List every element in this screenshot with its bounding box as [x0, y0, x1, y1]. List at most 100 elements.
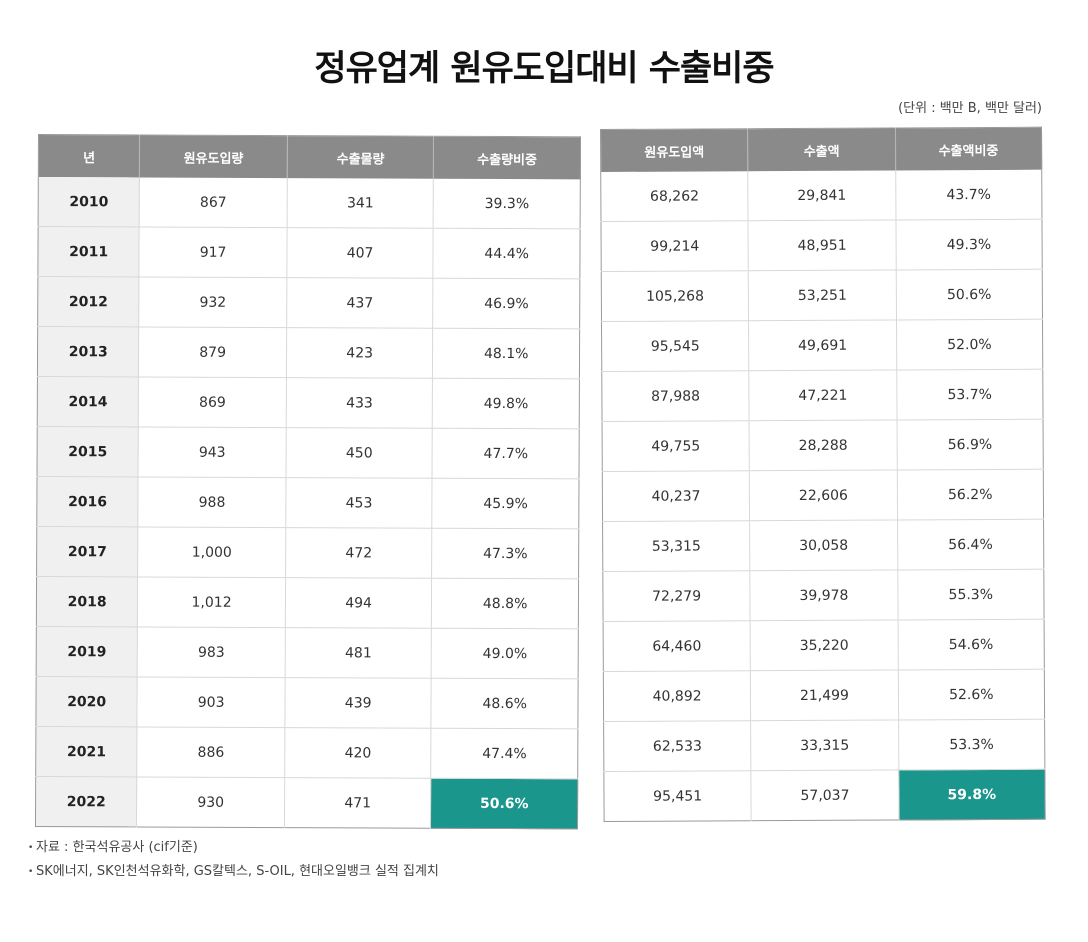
export-value-ratio-cell: 54.6% — [897, 619, 1045, 670]
header-export-value: 수출액 — [747, 127, 896, 172]
table-row: 62,533 33,315 53.3% — [603, 719, 1045, 772]
table-row: 49,755 28,288 56.9% — [602, 419, 1044, 472]
crude-import-value-cell: 53,315 — [602, 520, 751, 572]
table-header-row: 원유도입액 수출액 수출액비중 — [600, 127, 1042, 172]
export-volume-cell: 494 — [285, 577, 432, 629]
export-value-cell: 22,606 — [749, 469, 898, 521]
footnote-source: • 자료 : 한국석유공사 (cif기준) — [28, 836, 439, 860]
export-value-cell: 49,691 — [748, 319, 897, 371]
bullet-icon: • — [28, 867, 34, 877]
table-row: 64,460 35,220 54.6% — [603, 619, 1045, 672]
year-cell: 2018 — [36, 576, 138, 627]
table-row: 2017 1,000 472 47.3% — [36, 526, 579, 579]
export-value-ratio-cell: 52.6% — [897, 669, 1045, 720]
table-row: 72,279 39,978 55.3% — [602, 569, 1045, 622]
export-value-cell: 28,288 — [749, 419, 897, 471]
crude-import-value-cell: 87,988 — [601, 370, 750, 422]
crude-import-value-cell: 105,268 — [601, 270, 749, 322]
table-row: 2015 943 450 47.7% — [37, 426, 580, 479]
table-row: 2019 983 481 49.0% — [36, 626, 579, 679]
year-cell: 2020 — [35, 676, 138, 727]
export-volume-ratio-cell: 47.4% — [431, 728, 578, 779]
export-value-cell: 33,315 — [750, 719, 899, 771]
table-row: 2016 988 453 45.9% — [36, 476, 580, 529]
export-value-ratio-cell: 50.6% — [895, 269, 1043, 320]
table-row: 40,892 21,499 52.6% — [603, 669, 1045, 722]
export-volume-ratio-cell: 48.8% — [431, 578, 579, 629]
crude-import-value-cell: 40,237 — [602, 470, 750, 522]
export-volume-cell: 481 — [285, 627, 432, 679]
export-volume-cell: 439 — [284, 677, 432, 729]
year-cell: 2011 — [37, 226, 140, 277]
table-row: 95,451 57,037 59.8% — [603, 769, 1046, 822]
table-row: 105,268 53,251 50.6% — [601, 269, 1043, 322]
table-row: 87,988 47,221 53.7% — [601, 369, 1044, 422]
crude-import-volume-cell: 988 — [138, 476, 286, 528]
table-row: 68,262 29,841 43.7% — [600, 169, 1042, 222]
export-value-ratio-cell: 52.0% — [896, 319, 1043, 370]
crude-import-volume-cell: 1,012 — [137, 576, 286, 628]
export-value-ratio-cell: 55.3% — [897, 569, 1045, 620]
export-volume-cell: 433 — [286, 377, 433, 429]
year-cell: 2010 — [38, 177, 140, 227]
year-cell: 2012 — [37, 276, 140, 327]
year-cell: 2016 — [36, 476, 139, 527]
export-value-ratio-cell: 56.2% — [896, 469, 1044, 520]
table-row: 2011 917 407 44.4% — [37, 226, 581, 279]
export-value-cell: 47,221 — [749, 369, 897, 421]
table-row: 2010 867 341 39.3% — [38, 177, 581, 229]
export-volume-cell: 420 — [284, 727, 432, 779]
export-volume-cell: 407 — [286, 227, 434, 279]
header-export-volume-ratio: 수출량비중 — [433, 136, 581, 180]
year-cell: 2021 — [35, 726, 138, 777]
export-value-ratio-cell: 43.7% — [895, 169, 1042, 220]
crude-import-value-cell: 95,451 — [603, 770, 752, 822]
crude-import-value-cell: 99,214 — [600, 220, 749, 272]
table-row: 99,214 48,951 49.3% — [600, 219, 1043, 272]
export-value-ratio-cell: 53.7% — [896, 369, 1044, 420]
crude-import-volume-cell: 930 — [136, 776, 285, 828]
export-value-cell: 29,841 — [748, 170, 896, 221]
year-cell: 2013 — [37, 326, 140, 377]
export-volume-ratio-cell: 48.1% — [432, 328, 580, 379]
year-cell: 2014 — [37, 376, 139, 427]
export-volume-ratio-cell: 49.8% — [432, 378, 580, 429]
header-crude-import-volume: 원유도입량 — [139, 134, 288, 179]
highlight-cell: 59.8% — [898, 769, 1046, 820]
crude-volume-table: 년 원유도입량 수출물량 수출량비중 2010 867 341 39.3% 2011 91… — [34, 134, 581, 830]
table-row: 2018 1,012 494 48.8% — [36, 576, 579, 629]
table-row: 2013 879 423 48.1% — [37, 326, 580, 379]
crude-import-volume-cell: 879 — [138, 326, 287, 378]
export-value-cell: 48,951 — [748, 219, 896, 271]
crude-import-volume-cell: 917 — [139, 226, 287, 278]
footnotes: • 자료 : 한국석유공사 (cif기준) • SK에너지, SK인천석유화학, G… — [28, 836, 439, 884]
export-volume-cell: 472 — [285, 527, 433, 579]
export-volume-cell: 437 — [286, 277, 434, 329]
table-row: 2021 886 420 47.4% — [35, 726, 578, 779]
header-crude-import-value: 원유도입액 — [600, 128, 749, 172]
table-row: 2014 869 433 49.8% — [37, 376, 580, 429]
export-volume-ratio-cell: 45.9% — [432, 478, 580, 529]
export-value-cell: 35,220 — [750, 619, 898, 671]
footnote-companies: • SK에너지, SK인천석유화학, GS칼텍스, S-OIL, 현대오일뱅크 실… — [28, 860, 439, 884]
table-row: 53,315 30,058 56.4% — [602, 519, 1044, 572]
crude-import-volume-cell: 886 — [137, 726, 285, 778]
export-value-cell: 57,037 — [751, 769, 899, 821]
highlight-cell: 50.6% — [430, 778, 578, 829]
export-volume-ratio-cell: 44.4% — [433, 228, 581, 279]
table-row: 95,545 49,691 52.0% — [601, 319, 1043, 372]
header-export-volume: 수출물량 — [287, 135, 434, 179]
page-title: 정유업계 원유도입대비 수출비중 — [314, 49, 774, 89]
crude-import-volume-cell: 932 — [139, 276, 287, 328]
crude-import-volume-cell: 869 — [138, 376, 287, 428]
table-row: 2020 903 439 48.6% — [35, 676, 579, 729]
export-volume-cell: 453 — [285, 477, 433, 529]
export-volume-cell: 423 — [286, 327, 434, 379]
export-volume-ratio-cell: 47.3% — [431, 528, 579, 579]
export-volume-ratio-cell: 39.3% — [433, 178, 581, 229]
header-year: 년 — [38, 134, 140, 178]
crude-import-value-cell: 68,262 — [600, 171, 749, 222]
table-header-row: 년 원유도입량 수출물량 수출량비중 — [38, 134, 581, 180]
export-value-cell: 53,251 — [748, 269, 897, 321]
export-volume-ratio-cell: 49.0% — [431, 628, 579, 679]
